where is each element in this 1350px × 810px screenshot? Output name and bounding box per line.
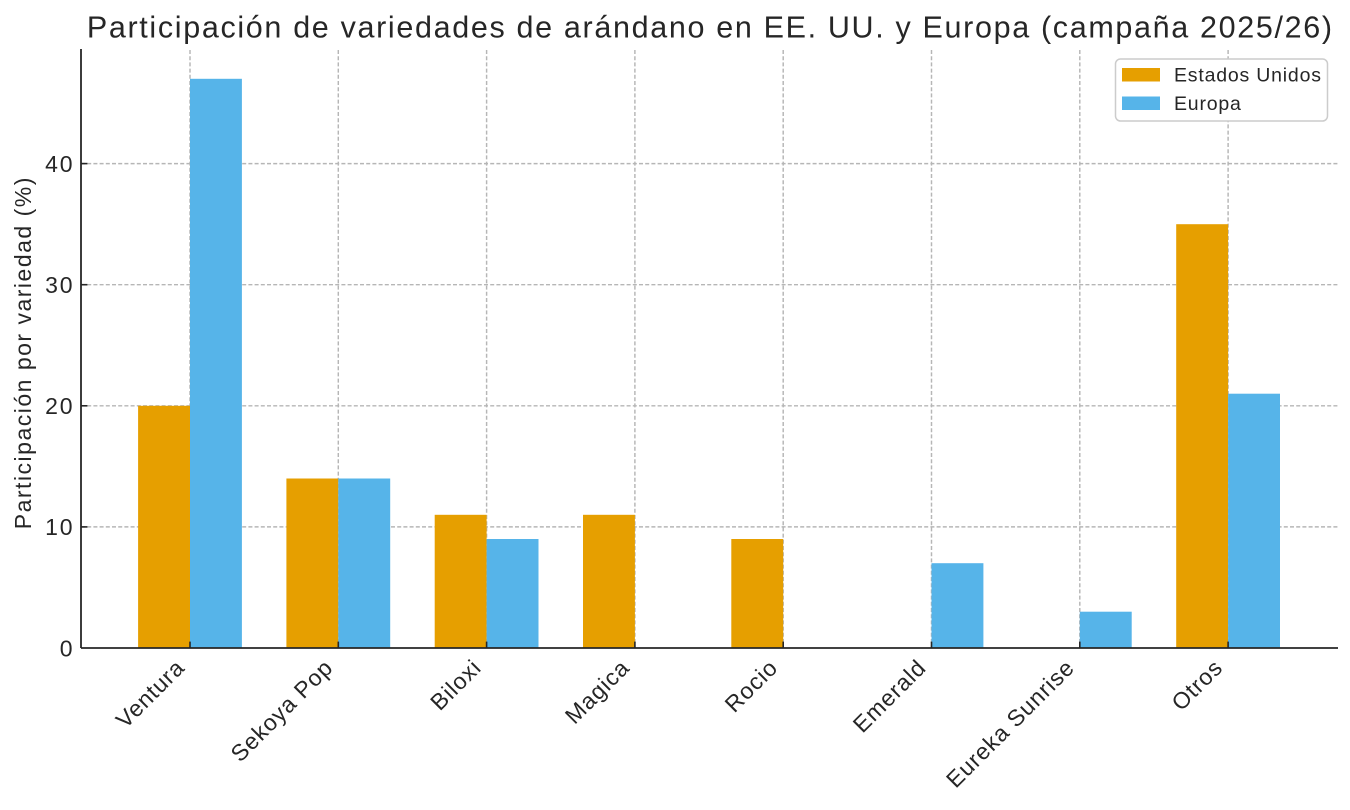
svg-text:0: 0 [60,635,75,661]
svg-text:Estados Unidos: Estados Unidos [1174,65,1322,87]
svg-text:30: 30 [45,272,74,298]
svg-text:Europa: Europa [1174,93,1242,115]
svg-text:10: 10 [45,514,74,540]
svg-text:Participación de variedades de: Participación de variedades de arándano … [87,11,1334,45]
svg-text:40: 40 [45,151,74,177]
svg-text:20: 20 [45,393,74,419]
svg-text:Participación por variedad (%): Participación por variedad (%) [10,176,36,529]
